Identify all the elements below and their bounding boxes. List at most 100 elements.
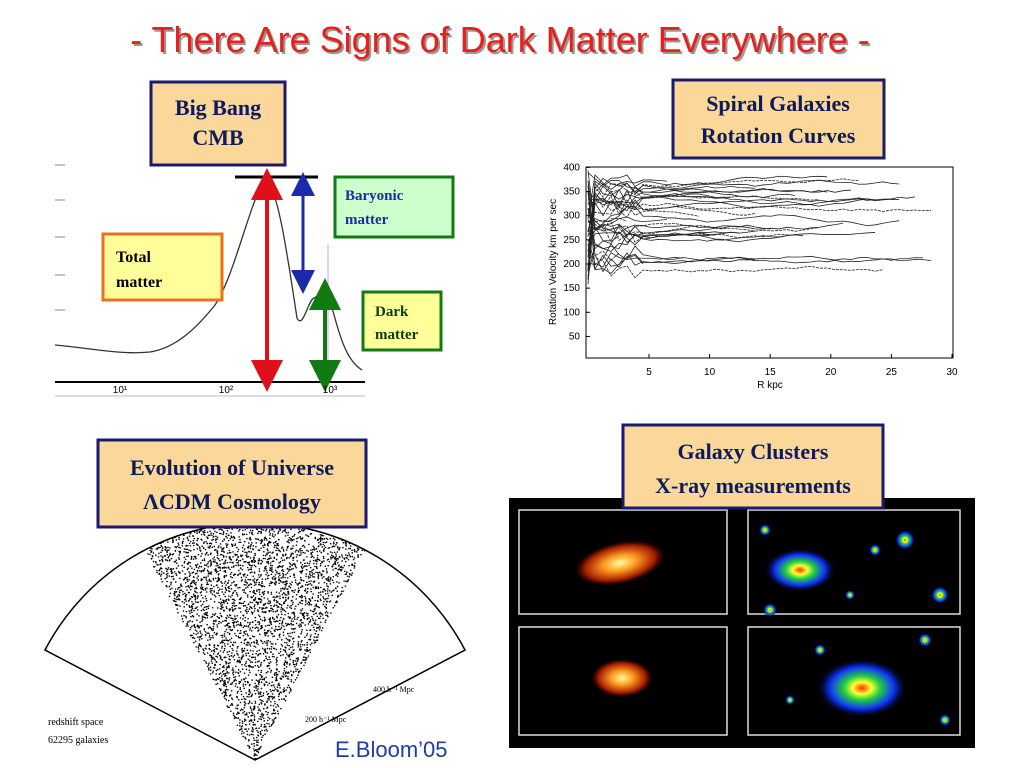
galaxy-dot [279, 550, 281, 553]
galaxy-dot [317, 605, 319, 608]
scale-label: 200 h⁻¹ Mpc [305, 715, 347, 724]
galaxy-dot [321, 577, 324, 579]
galaxy-dot [189, 532, 191, 535]
galaxy-dot [291, 564, 293, 567]
galaxy-dot [248, 684, 251, 687]
galaxy-dot [322, 617, 324, 620]
galaxy-dot [210, 650, 213, 652]
galaxy-dot [304, 656, 307, 659]
galaxy-dot [275, 648, 278, 651]
galaxy-dot [268, 584, 271, 587]
galaxy-dot [195, 646, 197, 648]
galaxy-dot [247, 681, 249, 684]
galaxy-dot [227, 598, 230, 601]
galaxy-dot [164, 559, 167, 561]
galaxy-dot [181, 570, 184, 572]
galaxy-dot [304, 597, 307, 600]
galaxy-dot [314, 621, 316, 623]
galaxy-dot [246, 594, 249, 596]
galaxy-dot [294, 579, 297, 581]
galaxy-dot [202, 542, 205, 544]
galaxy-dot [309, 573, 311, 576]
cosmology-heading-box [96, 438, 368, 529]
galaxy-dot [336, 581, 338, 583]
galaxy-dot [254, 565, 257, 568]
galaxy-dot [232, 624, 235, 627]
galaxy-dot [312, 613, 315, 616]
galaxy-dot [284, 657, 287, 659]
galaxy-dot [334, 538, 336, 541]
galaxy-dot [245, 654, 248, 657]
galaxy-dot [204, 612, 207, 614]
galaxy-dot [224, 630, 226, 633]
galaxy-dot [278, 684, 281, 686]
galaxy-dot [255, 546, 257, 548]
galaxy-dot [225, 639, 227, 641]
galaxy-dot [357, 548, 360, 550]
galaxy-dot [271, 698, 274, 700]
scale-label: 400 h⁻¹ Mpc [373, 685, 415, 694]
galaxy-dot [171, 569, 173, 571]
galaxy-dot [239, 724, 241, 727]
galaxy-dot [274, 578, 276, 580]
galaxy-dot [309, 638, 312, 641]
galaxy-dot [239, 621, 242, 624]
galaxy-dot [331, 557, 334, 559]
galaxy-dot [247, 569, 250, 571]
galaxy-dot [268, 682, 271, 685]
galaxy-dot [237, 690, 239, 693]
galaxy-dot [277, 712, 280, 715]
galaxy-dot [226, 705, 229, 707]
galaxy-dot [214, 679, 216, 681]
galaxy-dot [220, 581, 222, 583]
galaxy-dot [178, 550, 180, 553]
galaxy-dot [224, 697, 226, 700]
galaxy-dot [295, 544, 298, 546]
galaxy-dot [292, 620, 294, 623]
galaxy-dot [223, 639, 226, 642]
galaxy-dot [233, 676, 235, 679]
galaxy-dot [230, 571, 233, 574]
galaxy-dot [286, 588, 288, 590]
galaxy-dot [309, 576, 311, 579]
galaxy-dot [331, 551, 333, 554]
galaxy-dot [221, 567, 224, 569]
galaxy-dot [244, 723, 247, 726]
galaxy-dot [253, 737, 255, 739]
galaxy-dot [262, 652, 265, 655]
galaxy-dot [301, 643, 304, 646]
galaxy-dot [231, 598, 234, 601]
galaxy-dot [227, 653, 229, 656]
galaxy-dot [264, 648, 267, 650]
galaxy-dot [152, 545, 155, 548]
galaxy-dot [197, 648, 200, 650]
galaxy-dot [209, 530, 211, 533]
galaxy-dot [257, 643, 259, 646]
galaxy-dot [273, 599, 276, 602]
galaxy-dot [175, 562, 178, 564]
galaxy-dot [273, 721, 275, 723]
galaxy-dot [206, 582, 209, 584]
galaxy-dot [242, 712, 244, 714]
galaxy-dot [331, 594, 334, 597]
galaxy-dot [270, 684, 273, 687]
galaxy-dot [249, 601, 252, 604]
galaxy-dot [218, 673, 221, 675]
galaxy-dot [285, 549, 288, 551]
galaxy-dot [246, 574, 249, 576]
galaxy-dot [189, 588, 192, 591]
rotation-x-tick: 10 [704, 367, 716, 378]
galaxy-dot [250, 596, 252, 598]
galaxy-dot [271, 564, 274, 567]
galaxy-dot [232, 623, 235, 625]
galaxy-dot [193, 624, 195, 627]
galaxy-dot [264, 634, 267, 636]
galaxy-dot [231, 681, 234, 684]
galaxy-dot [297, 616, 299, 619]
galaxy-dot [150, 550, 153, 553]
galaxy-dot [263, 677, 266, 680]
galaxy-dot [301, 595, 304, 598]
rotation-curve [587, 220, 620, 243]
galaxy-dot [189, 612, 191, 614]
galaxy-dot [289, 663, 291, 665]
